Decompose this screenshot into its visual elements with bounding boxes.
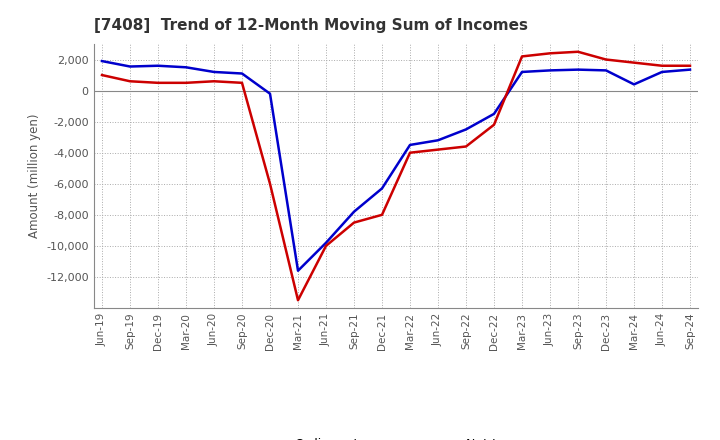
Net Income (350, 220, 359, 225)
Ordinary Income (657, 70, 666, 75)
Net Income (433, 147, 442, 152)
Net Income (98, 73, 107, 78)
Net Income (685, 63, 694, 68)
Net Income (210, 79, 218, 84)
Net Income (181, 80, 190, 85)
Net Income (294, 297, 302, 303)
Net Income (630, 60, 639, 65)
Net Income (602, 57, 611, 62)
Ordinary Income (433, 138, 442, 143)
Ordinary Income (322, 240, 330, 246)
Ordinary Income (546, 68, 554, 73)
Ordinary Income (153, 63, 162, 68)
Net Income (462, 144, 470, 149)
Legend: Ordinary Income, Net Income: Ordinary Income, Net Income (249, 433, 543, 440)
Ordinary Income (462, 127, 470, 132)
Net Income (378, 212, 387, 217)
Ordinary Income (378, 186, 387, 191)
Net Income (574, 49, 582, 55)
Net Income (405, 150, 414, 155)
Ordinary Income (518, 70, 526, 75)
Ordinary Income (574, 67, 582, 72)
Text: [7408]  Trend of 12-Month Moving Sum of Incomes: [7408] Trend of 12-Month Moving Sum of I… (94, 18, 528, 33)
Net Income (266, 181, 274, 187)
Net Income (322, 243, 330, 249)
Ordinary Income (98, 59, 107, 64)
Net Income (657, 63, 666, 68)
Ordinary Income (294, 268, 302, 273)
Ordinary Income (350, 209, 359, 214)
Ordinary Income (238, 71, 246, 76)
Ordinary Income (630, 82, 639, 87)
Net Income (238, 80, 246, 85)
Line: Net Income: Net Income (102, 52, 690, 300)
Ordinary Income (602, 68, 611, 73)
Line: Ordinary Income: Ordinary Income (102, 61, 690, 271)
Y-axis label: Amount (million yen): Amount (million yen) (27, 114, 40, 238)
Ordinary Income (490, 111, 498, 117)
Ordinary Income (266, 91, 274, 96)
Ordinary Income (181, 65, 190, 70)
Ordinary Income (685, 67, 694, 72)
Net Income (546, 51, 554, 56)
Net Income (153, 80, 162, 85)
Net Income (518, 54, 526, 59)
Ordinary Income (126, 64, 135, 69)
Net Income (126, 79, 135, 84)
Ordinary Income (210, 70, 218, 75)
Ordinary Income (405, 142, 414, 147)
Net Income (490, 122, 498, 128)
